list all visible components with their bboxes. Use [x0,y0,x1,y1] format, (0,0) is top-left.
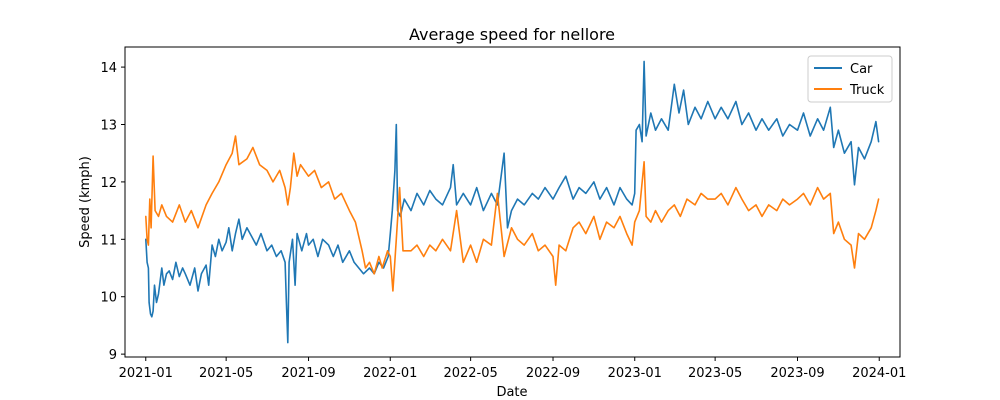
y-tick-label: 13 [100,119,117,134]
x-tick-label: 2021-01 [119,366,173,381]
y-tick-label: 12 [100,176,117,191]
x-tick-label: 2021-05 [199,366,253,381]
x-tick-label: 2023-01 [608,366,662,381]
x-tick-label: 2021-09 [281,366,335,381]
y-tick-label: 10 [100,291,117,306]
x-axis-label: Date [496,385,527,400]
plot-frame [124,46,901,358]
x-tick-label: 2023-09 [770,366,824,381]
y-tick-label: 9 [109,348,117,363]
y-axis-label: Speed (kmph) [78,156,93,248]
legend-label-truck: Truck [849,83,885,98]
x-tick-label: 2022-05 [443,366,497,381]
series-line-truck [145,135,880,292]
legend-label-car: Car [850,62,873,77]
x-tick-label: 2024-01 [852,366,906,381]
x-tick-label: 2023-05 [688,366,742,381]
y-tick-label: 14 [100,61,117,76]
y-tick-label: 11 [100,233,117,248]
chart-title: Average speed for nellore [409,25,615,44]
legend: Car Truck [807,55,893,103]
x-tick-label: 2022-09 [526,366,580,381]
series-group [145,60,880,344]
series-line-car [145,60,880,344]
x-tick-label: 2022-01 [363,366,417,381]
plot-area: 2021-01 2021-05 2021-09 2022-01 2022-05 2022-… [100,46,906,381]
